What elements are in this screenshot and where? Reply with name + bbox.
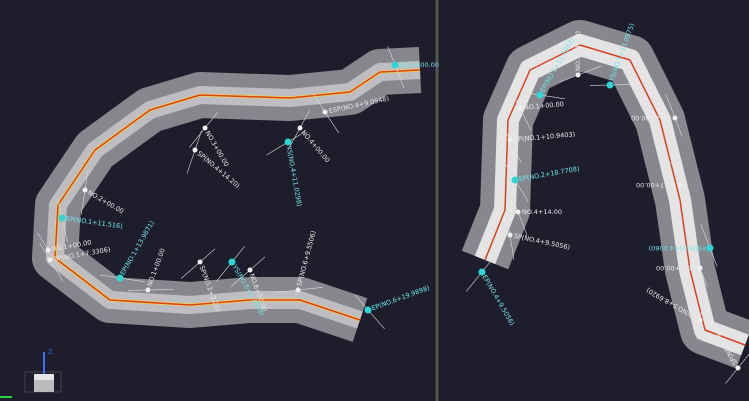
station-point: [297, 125, 303, 131]
leader-line: [80, 170, 89, 215]
left-road: [32, 47, 422, 342]
axis-gizmo: Z: [0, 348, 62, 398]
station-point: [511, 176, 519, 184]
station-point: [391, 61, 399, 69]
leader-line: [510, 89, 532, 131]
station-point: [192, 147, 198, 153]
station-point: [575, 72, 581, 78]
station-point: [145, 287, 151, 293]
station-point: [697, 265, 703, 271]
station-point: [515, 209, 521, 215]
station-point: [247, 267, 253, 273]
station-point: [364, 306, 372, 314]
station-point: [677, 182, 683, 188]
station-point: [507, 232, 513, 238]
station-label: YS(NO.5+4.1060): [649, 244, 707, 252]
station-point: [322, 109, 328, 115]
station-label: NO.5+00.00: [656, 264, 696, 272]
station-point: [284, 138, 292, 146]
station-label: NO.1+00.00: [524, 100, 565, 111]
station-label: NO.5+00.00: [399, 61, 439, 69]
station-label: NO.8+00.00: [631, 114, 671, 122]
station-point: [478, 268, 486, 276]
leader-line: [287, 110, 310, 151]
station-point: [507, 137, 513, 143]
station-point: [536, 91, 544, 99]
leader-line: [670, 161, 688, 204]
leader-line: [278, 286, 323, 293]
station-point: [735, 365, 741, 371]
station-point: [58, 214, 66, 222]
leader-line: [696, 295, 705, 340]
station-point: [295, 287, 301, 293]
station-label: NO.1+00.00: [574, 31, 582, 71]
station-point: [202, 125, 208, 131]
station-point: [45, 247, 51, 253]
station-point: [672, 115, 678, 121]
right-road: [461, 20, 749, 369]
station-point: [116, 274, 124, 282]
leader-line: [510, 193, 528, 236]
station-point: [228, 258, 236, 266]
station-point: [697, 317, 703, 323]
station-label: NO.7+00.00: [636, 181, 676, 189]
station-point: [517, 105, 523, 111]
station-point: [82, 187, 88, 193]
station-point: [706, 244, 714, 252]
leader-line: [690, 244, 708, 287]
station-point: [606, 81, 614, 89]
svg-text:Z: Z: [48, 348, 53, 356]
leader-line: [500, 121, 522, 163]
station-point: [197, 259, 203, 265]
station-point: [47, 257, 53, 263]
station-label: NO.4+14.00: [522, 208, 562, 216]
